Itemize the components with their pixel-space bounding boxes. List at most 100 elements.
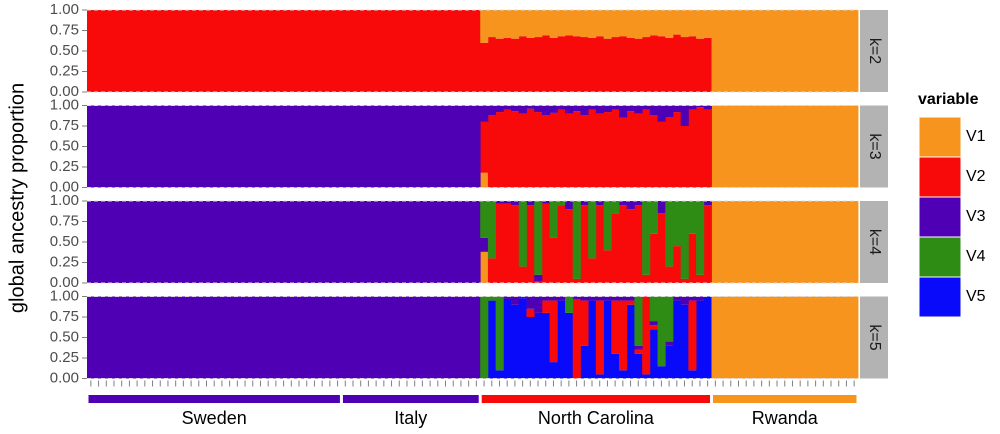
bar-segment [565,113,574,188]
bar-segment [588,201,597,259]
bar-segment [94,296,103,379]
bar-segment [711,201,720,283]
bar-segment [811,105,820,188]
bar-segment [565,201,574,210]
bar-segment [418,10,427,92]
bar-segment [626,296,635,301]
bar-segment [580,105,589,116]
bar-segment [634,38,643,92]
bar-segment [580,205,589,283]
bar-segment [495,370,504,379]
bar-segment [834,201,843,283]
bar-segment [426,296,435,379]
bar-segment [511,10,520,39]
bar-segment [403,105,412,188]
bar-segment [441,201,450,283]
bar-segment [780,201,790,283]
bar-segment [457,10,466,92]
bar-segment [503,201,512,204]
bar-segment [480,237,489,252]
group-label: North Carolina [538,408,655,428]
bar-segment [480,121,489,173]
bar-segment [333,201,342,283]
bar-segment [102,10,111,92]
bar-segment [557,201,566,206]
bar-segment [326,201,335,283]
bar-segment [117,201,126,283]
bar-segment [171,105,180,188]
bar-segment [672,105,682,113]
bar-segment [164,105,173,188]
bar-segment [742,201,751,283]
bar-segment [665,296,674,342]
bar-segment [703,205,712,283]
bar-segment [326,10,335,92]
bar-segment [649,201,658,234]
bar-segment [557,109,566,188]
bar-segment [819,105,828,188]
bar-segment [403,10,412,92]
bar-segment [534,296,543,313]
bar-segment [526,108,535,188]
bar-segment [757,201,766,283]
bar-segment [804,105,813,188]
bar-segment [295,201,304,283]
bar-segment [680,201,689,279]
bar-segment [796,201,805,283]
bar-segment [526,105,535,109]
bar-segment [541,10,550,36]
bar-segment [225,296,234,379]
bar-segment [534,312,543,379]
bar-segment [541,300,550,313]
bar-segment [464,296,473,379]
legend-key [918,276,962,318]
bar-segment [503,203,512,283]
bar-segment [672,296,682,301]
bar-segment [572,36,581,92]
bar-segment [534,274,543,282]
facet-label: k=3 [866,133,883,159]
bar-segment [611,105,620,110]
bar-segment [726,105,736,188]
bar-segment [580,201,589,206]
bar-segment [649,325,658,330]
bar-segment [194,201,204,283]
bar-segment [626,111,635,188]
bar-segment [603,112,612,188]
bar-segment [225,10,234,92]
bar-segment [295,105,304,188]
bar-segment [688,10,697,37]
bar-segment [634,296,643,346]
bar-segment [811,201,820,283]
bar-segment [518,296,527,299]
bar-segment [696,296,705,301]
bar-segment [827,105,836,188]
y-tick-label: 0.50 [50,233,79,250]
bar-segment [680,296,689,305]
bar-segment [541,312,550,379]
bar-segment [626,10,635,38]
y-tick-label: 0.50 [50,137,79,154]
bar-segment [657,366,666,379]
legend-label: V3 [966,208,986,225]
bar-segment [734,201,743,283]
bar-segment [233,296,242,379]
bar-segment [487,105,497,116]
bar-segment [248,201,258,283]
bar-segment [426,201,435,283]
bar-segment [703,201,712,206]
bar-segment [202,201,211,283]
bar-segment [140,10,150,92]
bar-segment [688,109,697,188]
bar-segment [703,109,712,188]
bar-segment [387,201,396,283]
bar-segment [526,201,535,206]
bar-segment [827,201,836,283]
bar-segment [796,105,805,188]
bar-segment [618,36,628,92]
bar-segment [333,10,342,92]
bar-segment [403,296,412,379]
bar-segment [696,107,705,188]
bar-segment [233,105,242,188]
bar-segment [194,105,204,188]
